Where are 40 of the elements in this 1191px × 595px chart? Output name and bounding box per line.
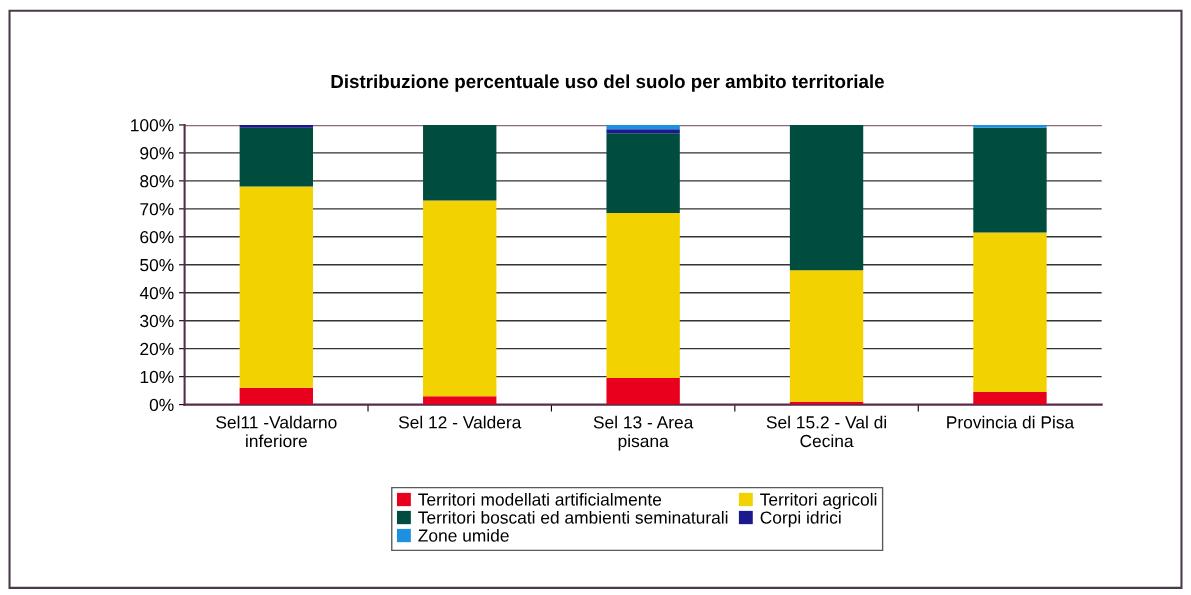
bar [423, 200, 497, 397]
y-tick-label: 100% [131, 119, 174, 132]
bar [973, 127, 1047, 233]
bar [423, 396, 497, 405]
x-tick-label: Sel 15.2 - Val di Cecina [766, 415, 887, 448]
bar [789, 124, 864, 271]
legend-label: Territori modellati artificialmente [418, 492, 662, 506]
bar [239, 124, 313, 128]
legend-label: Corpi idrici [760, 510, 841, 528]
bar [606, 133, 680, 214]
legend-label: Zone umide [418, 528, 509, 542]
y-tick-label: 50% [140, 258, 174, 272]
x-tick-label: Provincia di Pisa [947, 415, 1075, 429]
y-tick-label: 80% [140, 175, 174, 188]
y-tick-label: 30% [140, 314, 174, 328]
y-tick-label: 90% [140, 147, 174, 160]
bar [606, 124, 680, 130]
bar [789, 270, 864, 402]
bar [423, 124, 497, 201]
x-tick-label: Sel 12 - Valdera [398, 415, 522, 429]
bar [973, 232, 1047, 393]
legend-label: Territori agricoli [760, 492, 877, 510]
bar [973, 124, 1047, 128]
x-tick-label: Sel11 -Valdarno inferiore [216, 415, 337, 448]
chart-title: Distribuzione percentuale uso del suolo per ambito territoriale [331, 74, 884, 92]
bar [606, 213, 680, 379]
x-tick-label: Sel 13 - Area pisana [593, 415, 694, 451]
bar [606, 378, 680, 405]
bar [239, 186, 313, 388]
y-tick-label: 10% [140, 370, 174, 384]
bar [239, 387, 313, 405]
legend-label: Territori boscati ed ambienti seminaturali [418, 510, 728, 524]
y-tick-label: 20% [140, 342, 174, 356]
bar [606, 129, 680, 134]
y-tick-label: 60% [140, 230, 174, 244]
bar [239, 127, 313, 187]
bar [973, 392, 1047, 405]
y-tick-label: 70% [140, 203, 174, 216]
y-tick-label: 40% [139, 286, 174, 300]
y-tick-label: 0% [149, 398, 174, 412]
